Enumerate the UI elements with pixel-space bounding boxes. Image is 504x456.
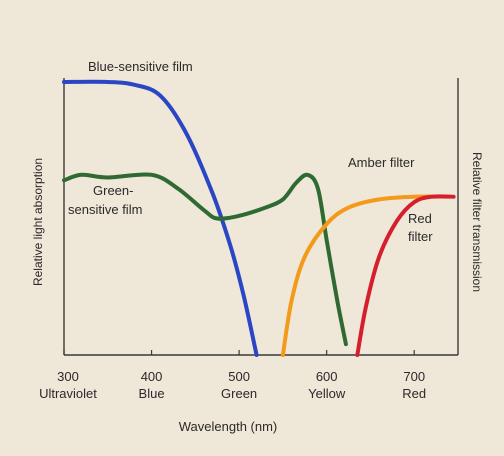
x-tick-sublabel-blue: Blue: [139, 386, 165, 401]
legend-label-green-sensitive-film-line2: sensitive film: [68, 202, 142, 217]
legend-label-red-filter-line2: filter: [408, 229, 433, 244]
x-tick-sublabel-green: Green: [221, 386, 257, 401]
x-ticks: 300 Ultraviolet 400 Blue 500 Green 600 Yellow 70…: [39, 350, 426, 401]
x-tick-label-600: 600: [316, 369, 338, 384]
x-tick-sublabel-ultraviolet: Ultraviolet: [39, 386, 97, 401]
series-line-amber-filter: [280, 194, 452, 357]
legend-label-blue-sensitive-film: Blue-sensitive film: [88, 59, 193, 74]
x-tick-sublabel-yellow: Yellow: [308, 386, 346, 401]
x-tick-label-400: 400: [141, 369, 163, 384]
series-lines: [62, 79, 456, 357]
legend-label-amber-filter: Amber filter: [348, 155, 415, 170]
series-line-red-filter: [355, 194, 456, 357]
x-tick-sublabel-red: Red: [402, 386, 426, 401]
axes: [63, 78, 459, 356]
left-y-axis-title: Relative light absorption: [31, 158, 45, 286]
x-tick-label-500: 500: [228, 369, 250, 384]
right-y-axis-title: Relative filter transmission: [470, 152, 484, 292]
series-line-green-sensitive-film: [62, 172, 348, 347]
x-tick-label-700: 700: [403, 369, 425, 384]
x-axis-title: Wavelength (nm): [179, 419, 278, 434]
series-line-blue-sensitive-film: [62, 79, 259, 357]
legend-label-green-sensitive-film-line1: Green-: [93, 183, 133, 198]
x-tick-label-300: 300: [57, 369, 79, 384]
legend-label-red-filter-line1: Red: [408, 211, 432, 226]
